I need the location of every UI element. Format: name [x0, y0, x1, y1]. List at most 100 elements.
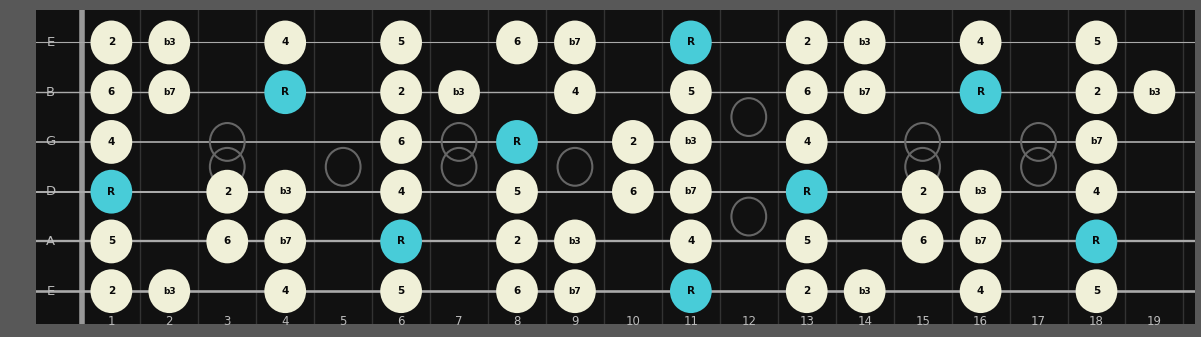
Text: 12: 12	[741, 315, 757, 328]
Text: 6: 6	[108, 87, 115, 97]
Ellipse shape	[844, 21, 885, 64]
Text: b3: b3	[453, 88, 465, 97]
Ellipse shape	[1076, 120, 1117, 164]
Text: 15: 15	[915, 315, 930, 328]
Ellipse shape	[381, 170, 422, 214]
Ellipse shape	[785, 170, 827, 214]
Ellipse shape	[496, 21, 538, 64]
Text: R: R	[802, 187, 811, 197]
Ellipse shape	[1076, 70, 1117, 114]
Ellipse shape	[438, 70, 480, 114]
Text: 3: 3	[223, 315, 231, 328]
Ellipse shape	[90, 170, 132, 214]
Text: 2: 2	[223, 187, 231, 197]
Text: b3: b3	[568, 237, 581, 246]
Ellipse shape	[670, 170, 712, 214]
Text: R: R	[1093, 237, 1100, 246]
Ellipse shape	[670, 269, 712, 313]
Text: R: R	[687, 37, 695, 48]
Text: A: A	[46, 235, 55, 248]
Text: 5: 5	[398, 286, 405, 296]
Ellipse shape	[149, 21, 190, 64]
Text: b3: b3	[859, 38, 871, 47]
Ellipse shape	[960, 70, 1002, 114]
Ellipse shape	[1076, 219, 1117, 263]
Ellipse shape	[670, 21, 712, 64]
Text: 14: 14	[858, 315, 872, 328]
Text: 5: 5	[340, 315, 347, 328]
Ellipse shape	[264, 170, 306, 214]
Ellipse shape	[207, 170, 249, 214]
Ellipse shape	[613, 170, 653, 214]
Ellipse shape	[960, 21, 1002, 64]
Text: 2: 2	[108, 37, 115, 48]
Ellipse shape	[554, 70, 596, 114]
Ellipse shape	[381, 21, 422, 64]
Text: 19: 19	[1147, 315, 1161, 328]
Text: 5: 5	[398, 37, 405, 48]
Ellipse shape	[207, 219, 249, 263]
Ellipse shape	[1134, 70, 1176, 114]
Text: b7: b7	[163, 88, 175, 97]
Text: 6: 6	[803, 87, 811, 97]
Text: R: R	[687, 286, 695, 296]
Text: 2: 2	[629, 137, 637, 147]
Text: D: D	[46, 185, 55, 198]
Text: 4: 4	[976, 286, 985, 296]
Text: 6: 6	[398, 137, 405, 147]
Ellipse shape	[90, 120, 132, 164]
Text: 5: 5	[687, 87, 694, 97]
Text: 13: 13	[800, 315, 814, 328]
Text: b3: b3	[859, 287, 871, 296]
Text: 2: 2	[166, 315, 173, 328]
Ellipse shape	[381, 219, 422, 263]
Ellipse shape	[902, 170, 944, 214]
Text: B: B	[46, 86, 55, 99]
Ellipse shape	[960, 219, 1002, 263]
Text: 4: 4	[108, 137, 115, 147]
Text: b3: b3	[163, 38, 175, 47]
Text: 8: 8	[513, 315, 521, 328]
Text: 6: 6	[513, 286, 520, 296]
Ellipse shape	[785, 21, 827, 64]
Text: b7: b7	[568, 38, 581, 47]
Text: 7: 7	[455, 315, 462, 328]
Text: 5: 5	[513, 187, 520, 197]
Ellipse shape	[90, 269, 132, 313]
Text: b3: b3	[974, 187, 987, 196]
Text: G: G	[46, 135, 55, 148]
Text: 2: 2	[108, 286, 115, 296]
Text: b3: b3	[685, 137, 697, 147]
Ellipse shape	[264, 269, 306, 313]
Ellipse shape	[90, 21, 132, 64]
Text: 5: 5	[803, 237, 811, 246]
Text: 4: 4	[803, 137, 811, 147]
Text: 4: 4	[281, 286, 289, 296]
Text: b7: b7	[974, 237, 987, 246]
Ellipse shape	[960, 170, 1002, 214]
Ellipse shape	[1076, 170, 1117, 214]
Text: R: R	[513, 137, 521, 147]
Text: 6: 6	[398, 315, 405, 328]
Text: 2: 2	[803, 37, 811, 48]
Ellipse shape	[496, 269, 538, 313]
Ellipse shape	[613, 120, 653, 164]
Text: 4: 4	[687, 237, 694, 246]
Ellipse shape	[844, 70, 885, 114]
Text: 5: 5	[1093, 286, 1100, 296]
Ellipse shape	[149, 269, 190, 313]
Text: 2: 2	[1093, 87, 1100, 97]
Text: 10: 10	[626, 315, 640, 328]
Ellipse shape	[670, 70, 712, 114]
Text: 4: 4	[281, 37, 289, 48]
Text: R: R	[398, 237, 405, 246]
Text: 4: 4	[572, 87, 579, 97]
Text: R: R	[976, 87, 985, 97]
Text: b3: b3	[1148, 88, 1160, 97]
Ellipse shape	[785, 120, 827, 164]
Text: 16: 16	[973, 315, 988, 328]
Text: 2: 2	[919, 187, 926, 197]
Ellipse shape	[785, 70, 827, 114]
Text: 4: 4	[976, 37, 985, 48]
Text: 4: 4	[398, 187, 405, 197]
